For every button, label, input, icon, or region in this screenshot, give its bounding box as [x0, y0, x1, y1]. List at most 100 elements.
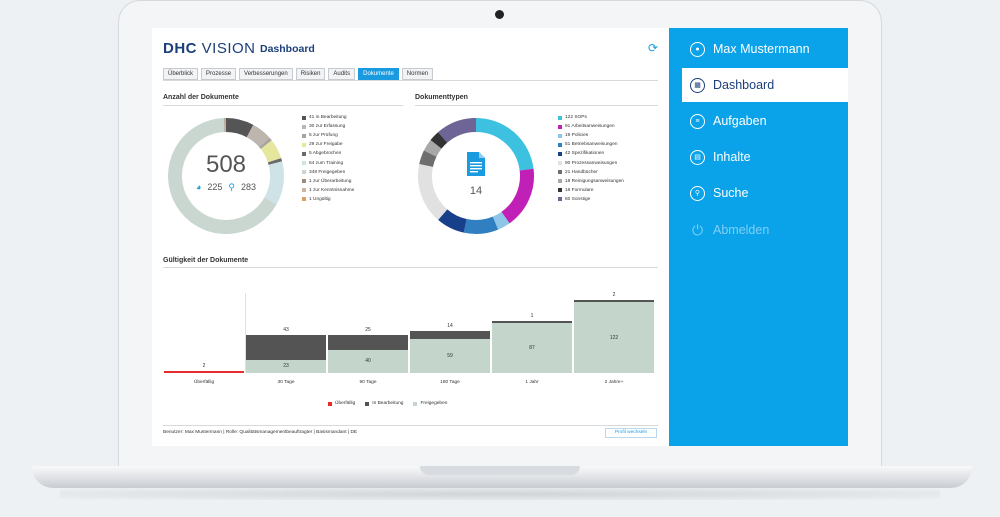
- legend-label: Freigegeben: [420, 401, 448, 406]
- sidebar-item-dashboard[interactable]: ▦ Dashboard: [682, 68, 848, 102]
- camera-icon: [495, 10, 504, 19]
- sidebar-item-label: Dashboard: [713, 78, 775, 92]
- doc-count-divider: [163, 105, 403, 106]
- bar-inner-label: 59: [447, 352, 453, 359]
- legend-label: Überfällig: [335, 401, 356, 406]
- doc-count-slice-3: [260, 140, 282, 163]
- tab-improvements[interactable]: Verbesserungen: [239, 68, 293, 80]
- legend-swatch: [558, 161, 562, 166]
- doc-types-slice-8: [430, 132, 448, 149]
- doc-count-legend-item: 5 Abgebrochen: [302, 149, 354, 158]
- doc-types-center-value: 14: [469, 185, 483, 197]
- doc-types-slice-1: [501, 168, 534, 224]
- sidebar-item-content[interactable]: ▤ Inhalte: [682, 140, 848, 174]
- doc-types-donut: [418, 118, 534, 234]
- doc-count-legend-item: 64 zum Training: [302, 158, 354, 167]
- legend-label: 1 Ungültig: [309, 196, 331, 202]
- chart-legend-item: In Bearbeitung: [365, 401, 403, 406]
- bar-in-bearbeitung: [246, 334, 326, 360]
- tab-documents[interactable]: Dokumente: [358, 68, 399, 80]
- legend-label: 60 Sonstige: [565, 196, 591, 202]
- legend-swatch: [413, 401, 418, 406]
- doc-types-legend-item: 51 Betriebsanweisungen: [558, 140, 624, 149]
- tab-norms[interactable]: Normen: [401, 68, 434, 80]
- main-content: DHC VISION Dashboard ⟳ Überblick Prozess…: [152, 28, 669, 446]
- doc-count-slice-2: [259, 137, 272, 150]
- chart-y-axis: [245, 293, 246, 373]
- sidebar-item-logout[interactable]: ⏻ Abmelden: [682, 213, 848, 247]
- legend-label: 29 zur Freigabe: [309, 142, 343, 148]
- laptop-notch: [420, 466, 580, 475]
- legend-swatch: [558, 151, 562, 156]
- legend-swatch: [302, 124, 306, 129]
- legend-label: 41 in Bearbeitung: [309, 115, 347, 121]
- doc-types-legend-item: 16 Formulare: [558, 186, 624, 195]
- doc-types-legend-item: 21 Handbücher: [558, 168, 624, 177]
- bar-inner-label: 40: [365, 358, 371, 365]
- legend-swatch: [558, 179, 562, 184]
- validity-title: Gültigkeit der Dokumente: [163, 257, 249, 264]
- bar-inner-label: 23: [283, 363, 289, 370]
- doc-count-donut: [168, 118, 284, 234]
- search-icon: ⚲: [690, 185, 705, 201]
- doc-count-legend-item: 29 zur Freigabe: [302, 140, 354, 149]
- doc-count-legend-item: 41 in Bearbeitung: [302, 113, 354, 122]
- tab-processes[interactable]: Prozesse: [201, 68, 237, 80]
- dashboard-icon: ▦: [690, 77, 705, 93]
- chart-legend-item: Freigegeben: [413, 401, 447, 406]
- tab-overview[interactable]: Überblick: [163, 68, 199, 80]
- legend-swatch: [302, 161, 306, 166]
- page-title: Dashboard: [260, 43, 315, 55]
- sidebar-item-tasks[interactable]: ≡ Aufgaben: [682, 104, 848, 138]
- x-axis-label: 30 Tage: [277, 380, 295, 385]
- bar-freigegeben: [410, 338, 490, 373]
- bar-top-label: 14: [447, 322, 453, 329]
- doc-count-sub-a: 225: [207, 182, 223, 192]
- sidebar-item-user[interactable]: ● Max Mustermann: [682, 32, 848, 66]
- x-axis-label: Überfällig: [193, 380, 215, 385]
- legend-swatch: [365, 401, 370, 406]
- sidebar-item-search[interactable]: ⚲ Suche: [682, 176, 848, 210]
- bar-überfällig: [164, 371, 244, 373]
- doc-types-slice-2: [492, 211, 510, 230]
- doc-count-legend-item: 348 Freigegeben: [302, 168, 354, 177]
- doc-count-legend-item: 5 zur Prüfung: [302, 131, 354, 140]
- doc-types-slice-3: [463, 216, 499, 234]
- doc-types-legend-item: 122 SOPs: [558, 113, 624, 122]
- bar-in-bearbeitung: [328, 335, 408, 350]
- profile-switch-button[interactable]: Profil wechseln: [605, 428, 657, 438]
- bar-freigegeben: [328, 349, 408, 373]
- bar-inner-label: 122: [609, 334, 619, 341]
- validity-legend: Überfällig In Bearbeitung Freigegeben: [328, 401, 447, 406]
- doc-types-legend-item: 90 Prozessanweisungen: [558, 158, 624, 167]
- globe-icon: ◕: [195, 182, 202, 192]
- tab-audits[interactable]: Audits: [328, 68, 356, 80]
- doc-types-legend-item: 18 Reinigungsanweisungen: [558, 177, 624, 186]
- legend-swatch: [558, 142, 562, 147]
- legend-swatch: [558, 115, 562, 120]
- legend-label: 122 SOPs: [565, 115, 587, 121]
- doc-types-title: Dokumenttypen: [415, 94, 468, 101]
- doc-types-legend-item: 91 Arbeitsanweisungen: [558, 122, 624, 131]
- refresh-icon[interactable]: ⟳: [647, 41, 658, 55]
- doc-types-legend-item: 19 Policies: [558, 131, 624, 140]
- tab-risks[interactable]: Risiken: [295, 68, 326, 80]
- doc-types-slice-0: [475, 118, 534, 171]
- legend-label: 64 zum Training: [309, 160, 344, 166]
- laptop-base: [32, 466, 972, 488]
- screen: DHC VISION Dashboard ⟳ Überblick Prozess…: [152, 28, 848, 446]
- validity-divider: [163, 267, 658, 268]
- doc-count-slice-5: [264, 161, 284, 205]
- legend-swatch: [302, 179, 306, 184]
- legend-swatch: [302, 188, 306, 193]
- legend-swatch: [558, 197, 562, 202]
- content-icon: ▤: [690, 149, 705, 165]
- legend-swatch: [302, 170, 306, 175]
- legend-swatch: [558, 170, 562, 175]
- legend-label: 19 Policies: [565, 133, 589, 139]
- doc-types-slice-5: [418, 164, 448, 220]
- legend-label: 91 Arbeitsanweisungen: [565, 124, 615, 130]
- legend-swatch: [328, 401, 332, 406]
- logo-sub: VISION: [201, 40, 256, 57]
- bar-top-label: 2: [612, 292, 616, 299]
